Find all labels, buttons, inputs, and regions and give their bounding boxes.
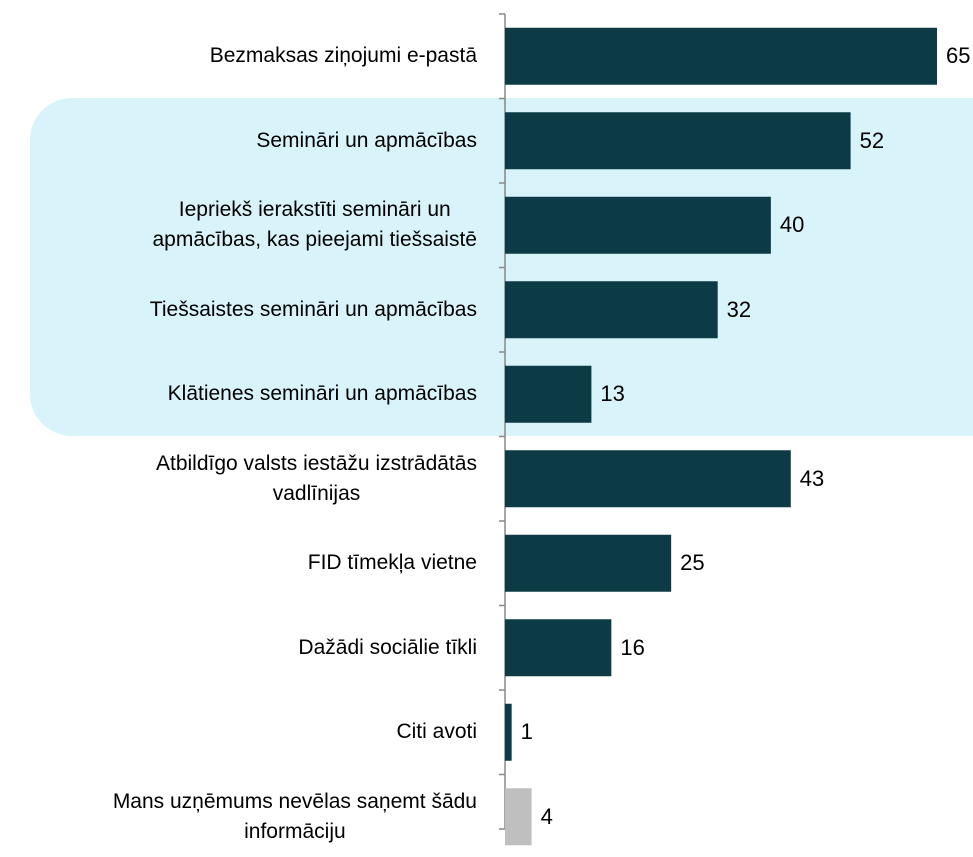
bar [505,619,612,677]
value-label: 43 [799,465,825,491]
value-label: 32 [726,296,752,322]
value-label: 16 [620,634,645,660]
bar [505,450,791,508]
category-label: Klātienes semināri un apmācības [167,382,477,406]
category-label: Atbildīgo valsts iestāžu izstrādātās vad… [156,451,477,505]
category-label: Dažādi sociālie tīkli [298,635,477,659]
category-label: Tiešsaistes semināri un apmācības [149,297,477,321]
value-label: 1 [520,719,533,745]
value-label: 13 [600,381,625,407]
bar [505,112,851,170]
category-label: Mans uzņēmums nevēlas saņemt šādu inform… [112,789,477,843]
bar [505,534,672,592]
bar [505,196,771,254]
value-label: 65 [946,43,971,69]
category-label: FID tīmekļa vietne [307,551,477,575]
bar [505,703,512,761]
category-label: Bezmaksas ziņojumi e-pastā [209,44,477,68]
bar [505,281,718,339]
value-label: 4 [540,803,553,829]
value-label: 52 [859,127,885,153]
category-label: Semināri un apmācības [256,128,477,152]
bar [505,27,937,85]
bar [505,788,532,846]
value-label: 25 [680,550,705,576]
bar [505,365,592,423]
value-label: 40 [779,212,805,238]
category-label: Citi avoti [396,720,477,744]
category-label: Iepriekš ierakstīti semināri un apmācība… [152,198,478,252]
